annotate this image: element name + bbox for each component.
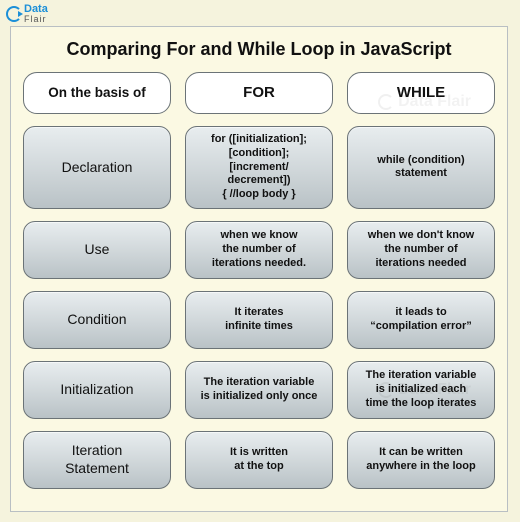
row-basis: Use: [23, 221, 171, 279]
cell-text: Condition: [67, 311, 126, 329]
row-basis: Declaration: [23, 126, 171, 209]
page-title: Comparing For and While Loop in JavaScri…: [23, 39, 495, 60]
row-for: The iteration variable is initialized on…: [185, 361, 333, 419]
col-header-basis: On the basis of: [23, 72, 171, 114]
cell-text: Declaration: [62, 159, 133, 177]
cell-text: while (condition) statement: [377, 154, 464, 182]
row-while: it leads to “compilation error”: [347, 291, 495, 349]
cell-text: when we don't know the number of iterati…: [368, 229, 475, 270]
cell-text: It can be written anywhere in the loop: [366, 446, 475, 474]
cell-text: Iteration Statement: [65, 442, 129, 477]
logo-text: Data Flair: [24, 4, 48, 24]
cell-text: The iteration variable is initialized ea…: [366, 369, 477, 410]
brand-logo: Data Flair: [6, 4, 48, 24]
row-for: for ([initialization]; [condition]; [inc…: [185, 126, 333, 209]
cell-text: for ([initialization]; [condition]; [inc…: [211, 133, 307, 202]
cell-text: It iterates infinite times: [225, 306, 293, 334]
row-basis: Condition: [23, 291, 171, 349]
cell-text: The iteration variable is initialized on…: [201, 376, 318, 404]
row-basis: Iteration Statement: [23, 431, 171, 489]
row-for: It is written at the top: [185, 431, 333, 489]
logo-mark-icon: [6, 6, 22, 22]
cell-text: It is written at the top: [230, 446, 288, 474]
cell-text: Use: [85, 241, 110, 259]
cell-text: it leads to “compilation error”: [370, 306, 471, 334]
row-for: when we know the number of iterations ne…: [185, 221, 333, 279]
row-while: when we don't know the number of iterati…: [347, 221, 495, 279]
col-header-for: FOR: [185, 72, 333, 114]
comparison-grid: On the basis of FOR WHILE Declaration fo…: [23, 72, 495, 489]
cell-text: when we know the number of iterations ne…: [212, 229, 306, 270]
row-basis: Initialization: [23, 361, 171, 419]
row-while: while (condition) statement: [347, 126, 495, 209]
logo-bottom: Flair: [24, 15, 48, 24]
cell-text: Initialization: [60, 381, 133, 399]
row-while: The iteration variable is initialized ea…: [347, 361, 495, 419]
col-header-while: WHILE: [347, 72, 495, 114]
comparison-panel: Comparing For and While Loop in JavaScri…: [10, 26, 508, 512]
row-for: It iterates infinite times: [185, 291, 333, 349]
row-while: It can be written anywhere in the loop: [347, 431, 495, 489]
